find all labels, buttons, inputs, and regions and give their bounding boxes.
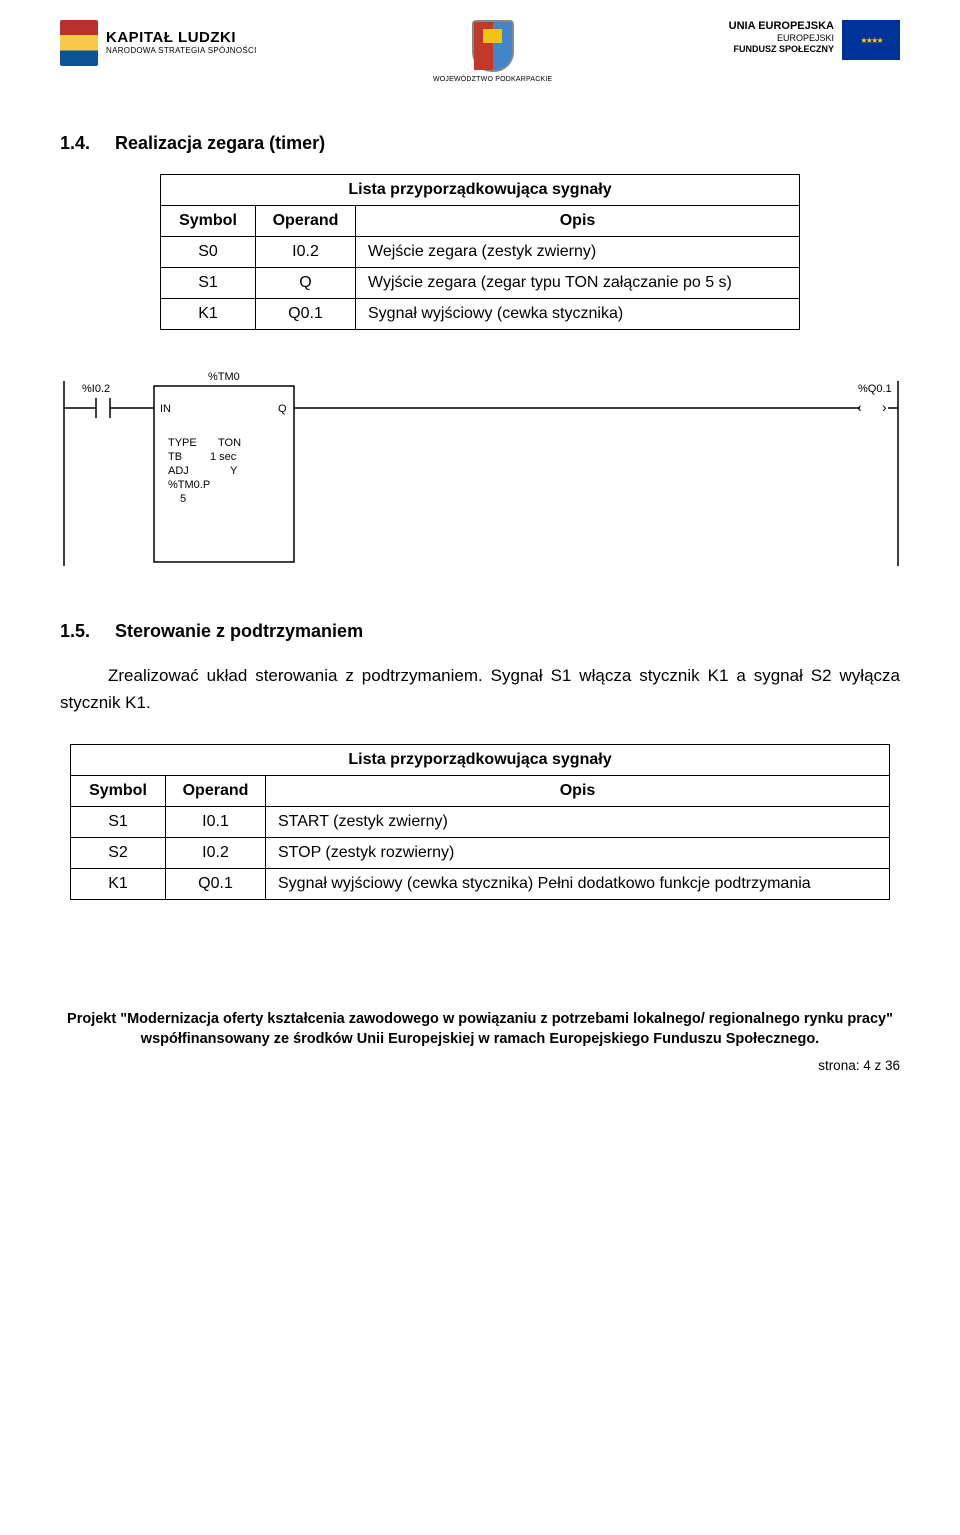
th-operand: Operand [256,206,356,237]
section-1-5-heading: 1.5. Sterowanie z podtrzymaniem [60,621,900,642]
eu-flag-icon: ★ ★ ★ ★ [842,20,900,60]
th-symbol: Symbol [161,206,256,237]
cell-symbol: S0 [161,237,256,268]
svg-text:‹: ‹ [857,399,862,415]
cell-symbol: S2 [71,838,166,869]
table-row: S2 I0.2 STOP (zestyk rozwierny) [71,838,890,869]
table-row: K1 Q0.1 Sygnał wyjściowy (cewka stycznik… [71,869,890,900]
diag-five: 5 [180,493,186,505]
page-number: strona: 4 z 36 [60,1058,900,1073]
diag-left-label: %I0.2 [82,383,110,395]
cell-opis: STOP (zestyk rozwierny) [266,838,890,869]
diag-adj-v: Y [230,465,238,477]
diag-type-k: TYPE [168,437,197,449]
cell-operand: I0.2 [166,838,266,869]
cell-opis: Wejście zegara (zestyk zwierny) [356,237,800,268]
diag-tb-v: 1 sec [210,451,237,463]
cell-opis: Sygnał wyjściowy (cewka stycznika) Pełni… [266,869,890,900]
th-symbol: Symbol [71,776,166,807]
table2-caption: Lista przyporządkowująca sygnały [71,745,890,776]
diag-right-label: %Q0.1 [858,383,892,395]
section-1-5-title: Sterowanie z podtrzymaniem [115,621,363,641]
diag-in: IN [160,403,171,415]
cell-opis: Wyjście zegara (zegar typu TON załączani… [356,268,800,299]
table-row: S1 I0.1 START (zestyk zwierny) [71,807,890,838]
eu-labels: UNIA EUROPEJSKA EUROPEJSKI FUNDUSZ SPOŁE… [729,20,834,55]
th-operand: Operand [166,776,266,807]
table-caption-row: Lista przyporządkowująca sygnały [161,175,800,206]
cell-symbol: K1 [161,299,256,330]
section-1-5-num: 1.5. [60,621,110,642]
eu-line1: UNIA EUROPEJSKA [729,20,834,33]
eu-line3: FUNDUSZ SPOŁECZNY [729,44,834,55]
diag-type-v: TON [218,437,241,449]
cell-operand: Q0.1 [166,869,266,900]
diag-q: Q [278,403,287,415]
ladder-diagram: %I0.2 %TM0 IN Q TYPE TON TB 1 sec ADJ Y … [60,366,900,576]
wp-caption: WOJEWÓDZTWO PODKARPACKIE [433,76,552,83]
paragraph-text: Zrealizować układ sterowania z podtrzyma… [60,666,900,712]
svg-text:›: › [882,399,887,415]
footer-text: Projekt "Modernizacja oferty kształcenia… [67,1011,893,1047]
cell-opis: START (zestyk zwierny) [266,807,890,838]
cell-symbol: S1 [71,807,166,838]
table1-caption: Lista przyporządkowująca sygnały [161,175,800,206]
diag-adj-k: ADJ [168,465,189,477]
header-logos: KAPITAŁ LUDZKI NARODOWA STRATEGIA SPÓJNO… [60,20,900,83]
cell-opis: Sygnał wyjściowy (cewka stycznika) [356,299,800,330]
cell-symbol: K1 [71,869,166,900]
cell-operand: I0.2 [256,237,356,268]
shield-icon [472,20,514,72]
signal-table-2: Lista przyporządkowująca sygnały Symbol … [70,744,890,900]
th-opis: Opis [356,206,800,237]
kl-line2: NARODOWA STRATEGIA SPÓJNOŚCI [106,47,257,56]
logo-eu: UNIA EUROPEJSKA EUROPEJSKI FUNDUSZ SPOŁE… [729,20,900,60]
kl-icon [60,20,98,66]
diag-tb-k: TB [168,451,182,463]
logo-kapital-ludzki: KAPITAŁ LUDZKI NARODOWA STRATEGIA SPÓJNO… [60,20,257,66]
th-opis: Opis [266,776,890,807]
table-row: S1 Q Wyjście zegara (zegar typu TON załą… [161,268,800,299]
diag-block-title: %TM0 [208,371,240,383]
eu-line2: EUROPEJSKI [729,33,834,44]
section-1-4-heading: 1.4. Realizacja zegara (timer) [60,133,900,154]
table-caption-row: Lista przyporządkowująca sygnały [71,745,890,776]
section-1-4-num: 1.4. [60,133,110,154]
diag-tmop: %TM0.P [168,479,210,491]
table-header-row: Symbol Operand Opis [71,776,890,807]
cell-operand: Q0.1 [256,299,356,330]
page-footer: Projekt "Modernizacja oferty kształcenia… [60,1010,900,1049]
logo-podkarpackie: WOJEWÓDZTWO PODKARPACKIE [433,20,552,83]
cell-operand: Q [256,268,356,299]
cell-symbol: S1 [161,268,256,299]
ladder-svg: %I0.2 %TM0 IN Q TYPE TON TB 1 sec ADJ Y … [60,366,900,576]
table-row: K1 Q0.1 Sygnał wyjściowy (cewka stycznik… [161,299,800,330]
section-1-4-title: Realizacja zegara (timer) [115,133,325,153]
table-row: S0 I0.2 Wejście zegara (zestyk zwierny) [161,237,800,268]
table-header-row: Symbol Operand Opis [161,206,800,237]
kl-text: KAPITAŁ LUDZKI NARODOWA STRATEGIA SPÓJNO… [106,30,257,55]
signal-table-1: Lista przyporządkowująca sygnały Symbol … [160,174,800,330]
cell-operand: I0.1 [166,807,266,838]
kl-line1: KAPITAŁ LUDZKI [106,30,257,47]
section-1-5-paragraph: Zrealizować układ sterowania z podtrzyma… [60,662,900,716]
